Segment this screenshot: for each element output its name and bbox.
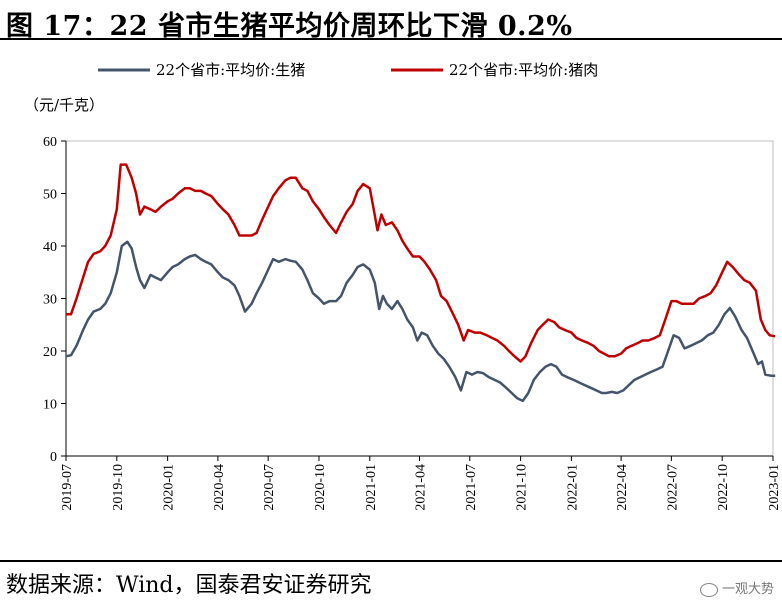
wechat-icon <box>699 582 718 597</box>
legend-label-1: 22个省市:平均价:生猪 <box>156 61 305 79</box>
chart-title: 图 17：22 省市生猪平均价周环比下滑 0.2% <box>6 11 573 42</box>
pig-price-line-chart: 22个省市:平均价:生猪 22个省市:平均价:猪肉 （元/千克） 0 10 20 30 4… <box>24 61 782 511</box>
legend-label-2: 22个省市:平均价:猪肉 <box>449 61 598 79</box>
x-tick-label: 2020-01 <box>162 464 177 511</box>
x-tick-label: 2022-01 <box>565 464 580 511</box>
series-line-1 <box>65 240 776 403</box>
y-axis: 0 10 20 30 40 50 60 <box>43 135 67 465</box>
x-tick-label: 2020-07 <box>262 464 277 511</box>
legend: 22个省市:平均价:生猪 22个省市:平均价:猪肉 <box>98 61 598 79</box>
x-tick-label: 2022-04 <box>615 464 630 511</box>
x-tick-label: 2021-01 <box>364 464 379 511</box>
x-tick-label: 2020-04 <box>212 464 227 511</box>
y-tick-label: 10 <box>43 398 57 413</box>
title-rule <box>0 38 782 40</box>
y-tick-label: 0 <box>50 450 57 465</box>
watermark: 一观大势 <box>699 578 774 597</box>
series-lines <box>65 163 776 403</box>
x-axis: 2019-07 2019-10 2020-01 2020-04 2020-07 2020-… <box>60 455 782 511</box>
x-tick-label: 2021-04 <box>414 464 429 511</box>
x-tick-label: 2023-01 <box>767 464 782 511</box>
watermark-text: 一观大势 <box>721 582 774 597</box>
x-tick-label: 2021-07 <box>464 464 479 511</box>
y-tick-label: 40 <box>43 240 57 255</box>
series-line-2 <box>66 163 776 363</box>
x-tick-label: 2019-07 <box>60 464 75 511</box>
y-axis-unit: （元/千克） <box>24 96 104 114</box>
x-tick-label: 2020-10 <box>313 464 328 511</box>
y-tick-label: 50 <box>43 188 57 203</box>
plot-area <box>65 140 774 457</box>
x-tick-label: 2021-10 <box>515 464 530 511</box>
y-tick-label: 20 <box>43 345 57 360</box>
x-tick-label: 2019-10 <box>111 464 126 511</box>
source-note: 数据来源：Wind，国泰君安证券研究 <box>6 573 372 598</box>
y-tick-label: 60 <box>43 135 57 150</box>
x-tick-label: 2022-07 <box>665 464 680 511</box>
source-rule <box>0 560 782 562</box>
x-tick-label: 2022-10 <box>716 464 731 511</box>
y-tick-label: 30 <box>43 293 57 308</box>
